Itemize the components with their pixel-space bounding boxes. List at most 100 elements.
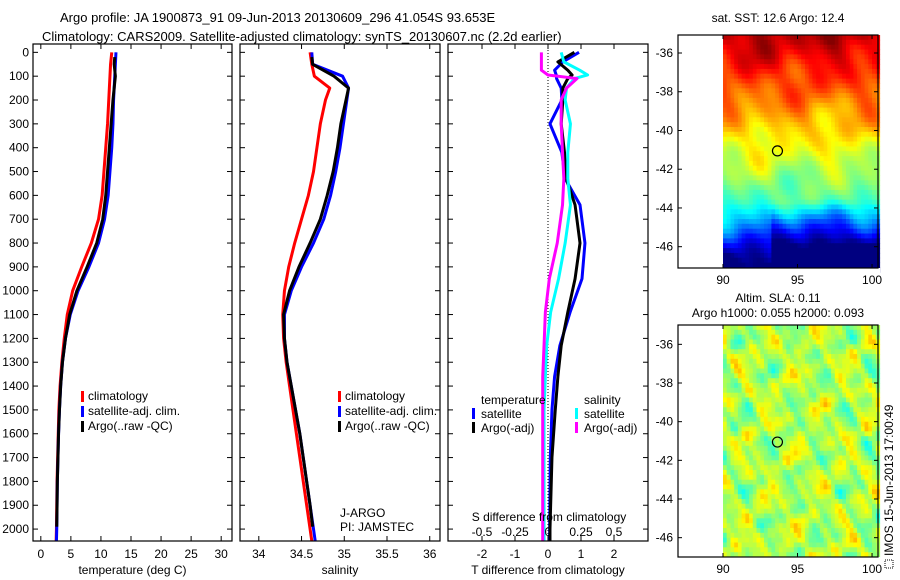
map-cell <box>771 252 776 259</box>
map-cell <box>805 479 810 486</box>
map-cell <box>730 334 735 341</box>
map-cell <box>838 243 843 249</box>
map-cell <box>853 180 858 186</box>
map-cell <box>823 248 828 254</box>
map-cell <box>749 358 754 365</box>
map-cell <box>808 421 813 428</box>
map-cell <box>831 407 836 413</box>
map-cell <box>860 349 866 355</box>
map-cell <box>805 219 810 225</box>
map-cell <box>782 470 787 476</box>
map-cell <box>726 339 731 345</box>
map-cell <box>808 460 813 466</box>
map-cell <box>760 421 765 428</box>
map-cell <box>749 387 754 394</box>
map-cell <box>834 88 840 94</box>
map-cell <box>801 131 806 138</box>
map-cell <box>745 252 750 259</box>
y-tick-label: 2000 <box>2 522 29 536</box>
map-cell <box>723 513 728 519</box>
map-cell <box>860 262 866 268</box>
map-cell <box>752 537 758 544</box>
map-cell <box>812 358 817 365</box>
map-cell <box>756 547 761 553</box>
map-cell <box>838 387 843 394</box>
map-cell <box>853 97 858 104</box>
map-cell <box>771 552 776 558</box>
map-cell <box>831 387 836 394</box>
map-cell <box>831 238 836 244</box>
map-cell <box>726 112 731 118</box>
map-cell <box>760 528 765 534</box>
map-cell <box>760 262 765 268</box>
map-cell <box>846 532 851 539</box>
map-cell <box>819 402 825 408</box>
map-cell <box>741 54 746 60</box>
map-cell <box>868 416 873 423</box>
map-cell <box>819 416 825 423</box>
map-cell <box>819 199 825 205</box>
map-cell <box>741 518 746 524</box>
map-cell <box>723 489 728 495</box>
map-cell <box>823 503 828 510</box>
map-cell <box>775 141 780 147</box>
map-cell <box>741 127 746 133</box>
map-cell <box>819 436 825 442</box>
map-cell <box>741 170 746 176</box>
map-cell <box>846 214 851 220</box>
map-cell <box>868 523 873 529</box>
map-cell <box>752 383 758 389</box>
map-cell <box>819 228 825 235</box>
map-cell <box>737 368 743 374</box>
map-cell <box>752 465 758 471</box>
map-cell <box>771 344 776 350</box>
map-cell <box>849 102 854 109</box>
map-cell <box>816 170 821 176</box>
map-cell <box>849 194 854 201</box>
map-cell <box>737 508 743 515</box>
map-cell <box>775 513 780 519</box>
map-cell <box>767 465 772 471</box>
map-cell <box>819 83 825 89</box>
map-cell <box>734 523 739 529</box>
map-cell <box>771 518 776 524</box>
map-cell <box>819 107 825 113</box>
map-cell <box>786 112 791 118</box>
map-cell <box>857 136 862 143</box>
map-cell <box>868 252 873 259</box>
map-cell <box>872 518 877 524</box>
map-cell <box>749 537 754 544</box>
map-cell <box>782 383 787 389</box>
map-cell <box>760 131 765 138</box>
map-cell <box>819 383 825 389</box>
map-cell <box>819 329 825 336</box>
map-cell <box>849 238 854 244</box>
map-cell <box>741 180 746 186</box>
map-cell <box>853 445 858 452</box>
map-cell <box>734 175 739 181</box>
map-cell <box>812 160 817 167</box>
map-cell <box>831 112 836 118</box>
map-cell <box>726 180 731 186</box>
map-cell <box>816 344 821 350</box>
map-cell <box>749 151 754 157</box>
map-cell <box>737 68 743 75</box>
map-cell <box>778 339 784 345</box>
map-cell <box>726 392 731 399</box>
map-cell <box>737 189 743 196</box>
map-cell <box>745 39 750 46</box>
map-cell <box>819 243 825 249</box>
map-cell <box>827 141 832 147</box>
map-cell <box>797 494 802 500</box>
map-cell <box>745 175 750 181</box>
map-cell <box>823 363 828 370</box>
map-cell <box>726 146 731 152</box>
map-cell <box>767 508 772 515</box>
map-cell <box>827 209 832 215</box>
map-cell <box>790 194 795 201</box>
map-cell <box>752 474 758 481</box>
map-cell <box>734 233 739 239</box>
map-cell <box>838 470 843 476</box>
map-cell <box>723 532 728 539</box>
map-cell <box>723 445 728 452</box>
